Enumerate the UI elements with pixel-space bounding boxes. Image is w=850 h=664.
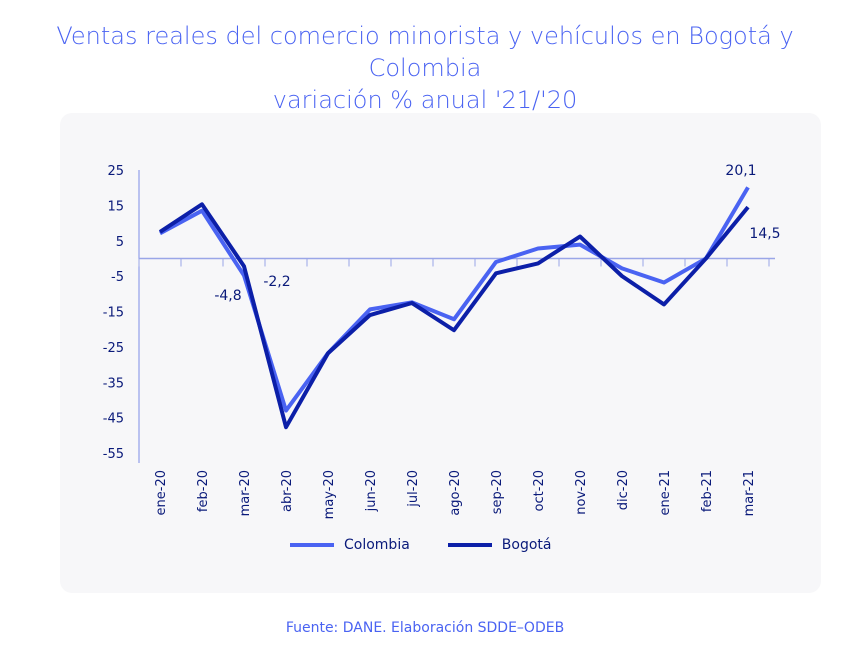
y-tick-label: 5 (116, 235, 124, 250)
x-tick-label: sep-20 (490, 470, 505, 514)
data-label: 14,5 (749, 226, 780, 242)
legend-swatch (447, 543, 492, 547)
y-tick-label: -45 (103, 412, 124, 427)
x-tick-label: nov-20 (574, 470, 589, 515)
data-label: 20,1 (725, 163, 756, 179)
y-tick-label: -35 (103, 376, 124, 391)
x-tick-label: feb-20 (196, 470, 211, 512)
x-tick-label: ene-20 (154, 470, 169, 515)
source-note: Fuente: DANE. Elaboración SDDE–ODEB (285, 620, 565, 636)
x-tick-label: jul-20 (406, 470, 421, 508)
legend-item-colombia: Colombia (290, 537, 410, 553)
x-tick-label: ene-21 (658, 470, 673, 515)
legend-swatch (290, 543, 334, 547)
chart-title: Ventas reales del comercio minorista y v… (0, 20, 850, 116)
legend-label: Bogotá (501, 537, 552, 553)
legend: Colombia Bogotá (290, 537, 552, 553)
x-tick-label: mar-20 (238, 470, 253, 516)
series-line-colombia (159, 186, 750, 413)
chart-panel (60, 113, 821, 593)
y-tick-label: -5 (111, 270, 124, 285)
series-line-bogotá (158, 202, 750, 430)
y-tick-label: 25 (107, 164, 124, 179)
x-tick-label: feb-21 (700, 470, 715, 512)
y-tick-label: 15 (107, 199, 124, 214)
x-tick-label: abr-20 (280, 470, 295, 512)
y-tick-label: -15 (103, 306, 124, 321)
data-label: -4,8 (214, 288, 241, 304)
title-line: Ventas reales del comercio minorista y v… (56, 22, 794, 82)
x-tick-label: ago-20 (448, 470, 463, 516)
subtitle-line: variación % anual '21/'20 (272, 86, 578, 114)
x-tick-label: dic-20 (616, 470, 631, 510)
legend-label: Colombia (344, 537, 410, 553)
data-label: -2,2 (263, 274, 290, 290)
x-tick-label: oct-20 (532, 470, 547, 511)
y-tick-label: -55 (103, 447, 124, 462)
x-tick-label: may-20 (322, 470, 337, 519)
legend-item-bogota: Bogotá (447, 537, 552, 553)
x-tick-label: jun-20 (364, 470, 379, 512)
y-tick-label: -25 (103, 341, 124, 356)
x-tick-label: mar-21 (742, 470, 757, 516)
